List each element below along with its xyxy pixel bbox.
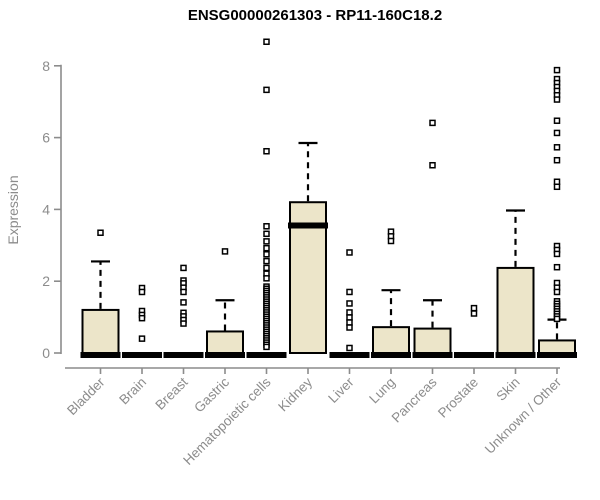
outlier-point [553,66,561,74]
outlier-point [553,96,561,103]
outlier-point [553,178,561,186]
outlier-point [553,288,561,296]
outlier-point [180,264,187,272]
x-category-label: Breast [152,374,190,412]
outlier-point [553,263,561,271]
outlier-point [263,343,270,351]
outlier-point [553,250,561,258]
box [496,266,535,354]
x-category-label: Kidney [275,374,315,414]
outlier-point [553,129,561,137]
box [538,339,576,354]
x-category-label: Lung [366,375,398,407]
outlier-point [263,230,270,238]
boxplot-brain [122,284,162,358]
outlier-point [553,183,561,191]
outlier-point [346,344,353,352]
outlier-point [429,161,436,169]
box [413,327,452,355]
outlier-point [138,288,146,296]
outlier-point [263,264,270,272]
outlier-point [180,288,187,296]
x-category-label: Gastric [191,374,232,415]
x-category-label: Unknown / Other [482,374,565,457]
outlier-point [346,314,353,321]
outlier-point [263,223,270,230]
outlier-point [180,320,187,327]
boxplot-bladder [80,229,121,358]
x-category-label: Pancreas [389,374,440,425]
outlier-point [97,229,104,236]
box [206,330,244,354]
outlier-point [346,324,353,331]
outlier-point [470,304,478,312]
y-tick-label: 8 [42,58,50,74]
outlier-point [180,299,187,306]
outlier-point [263,275,270,282]
outlier-point [346,309,353,316]
boxplot-unknown-other [537,66,577,358]
outlier-point [263,251,270,258]
outlier-point [263,244,270,252]
x-category-label: Liver [325,374,357,406]
y-axis: 0 2 4 6 8 [42,58,62,361]
boxplot-lung [371,228,411,358]
outlier-point [553,144,561,151]
boxplot-kidney [288,141,328,354]
outlier-point [263,147,270,155]
outlier-point [263,238,270,245]
x-category-label: Brain [116,375,149,408]
y-tick-label: 0 [42,345,50,361]
chart-title: ENSG00000261303 - RP11-160C18.2 [187,7,443,24]
outlier-point [346,319,353,326]
y-tick-label: 6 [42,130,50,146]
outlier-point [346,300,353,307]
outlier-point [138,314,146,322]
x-category-label: Prostate [435,375,481,421]
outlier-point [263,257,270,265]
outlier-point [263,86,270,94]
outlier-point [221,248,229,255]
boxplot-skin [495,209,536,358]
outlier-point [263,38,270,45]
outlier-point [553,117,561,124]
box [372,326,410,355]
boxplot-breast [163,264,204,358]
y-tick-label: 2 [42,273,50,289]
x-category-label: Bladder [64,374,108,418]
outlier-point [387,237,395,245]
outlier-point [346,288,353,296]
x-category-label: Skin [493,375,522,404]
outlier-point [138,335,146,342]
boxplot-prostate [454,304,494,358]
boxplot-pancreas [412,119,453,358]
y-tick-label: 4 [42,201,50,217]
outlier-point [470,310,478,317]
outlier-point [346,249,353,256]
boxplot-liver [329,249,370,358]
outlier-point [429,119,436,127]
outlier-point [553,315,561,323]
boxplot-gastric [205,248,245,358]
outlier-point [553,156,561,164]
boxplot-hematopoietic-cells [246,38,287,358]
box [81,308,120,355]
